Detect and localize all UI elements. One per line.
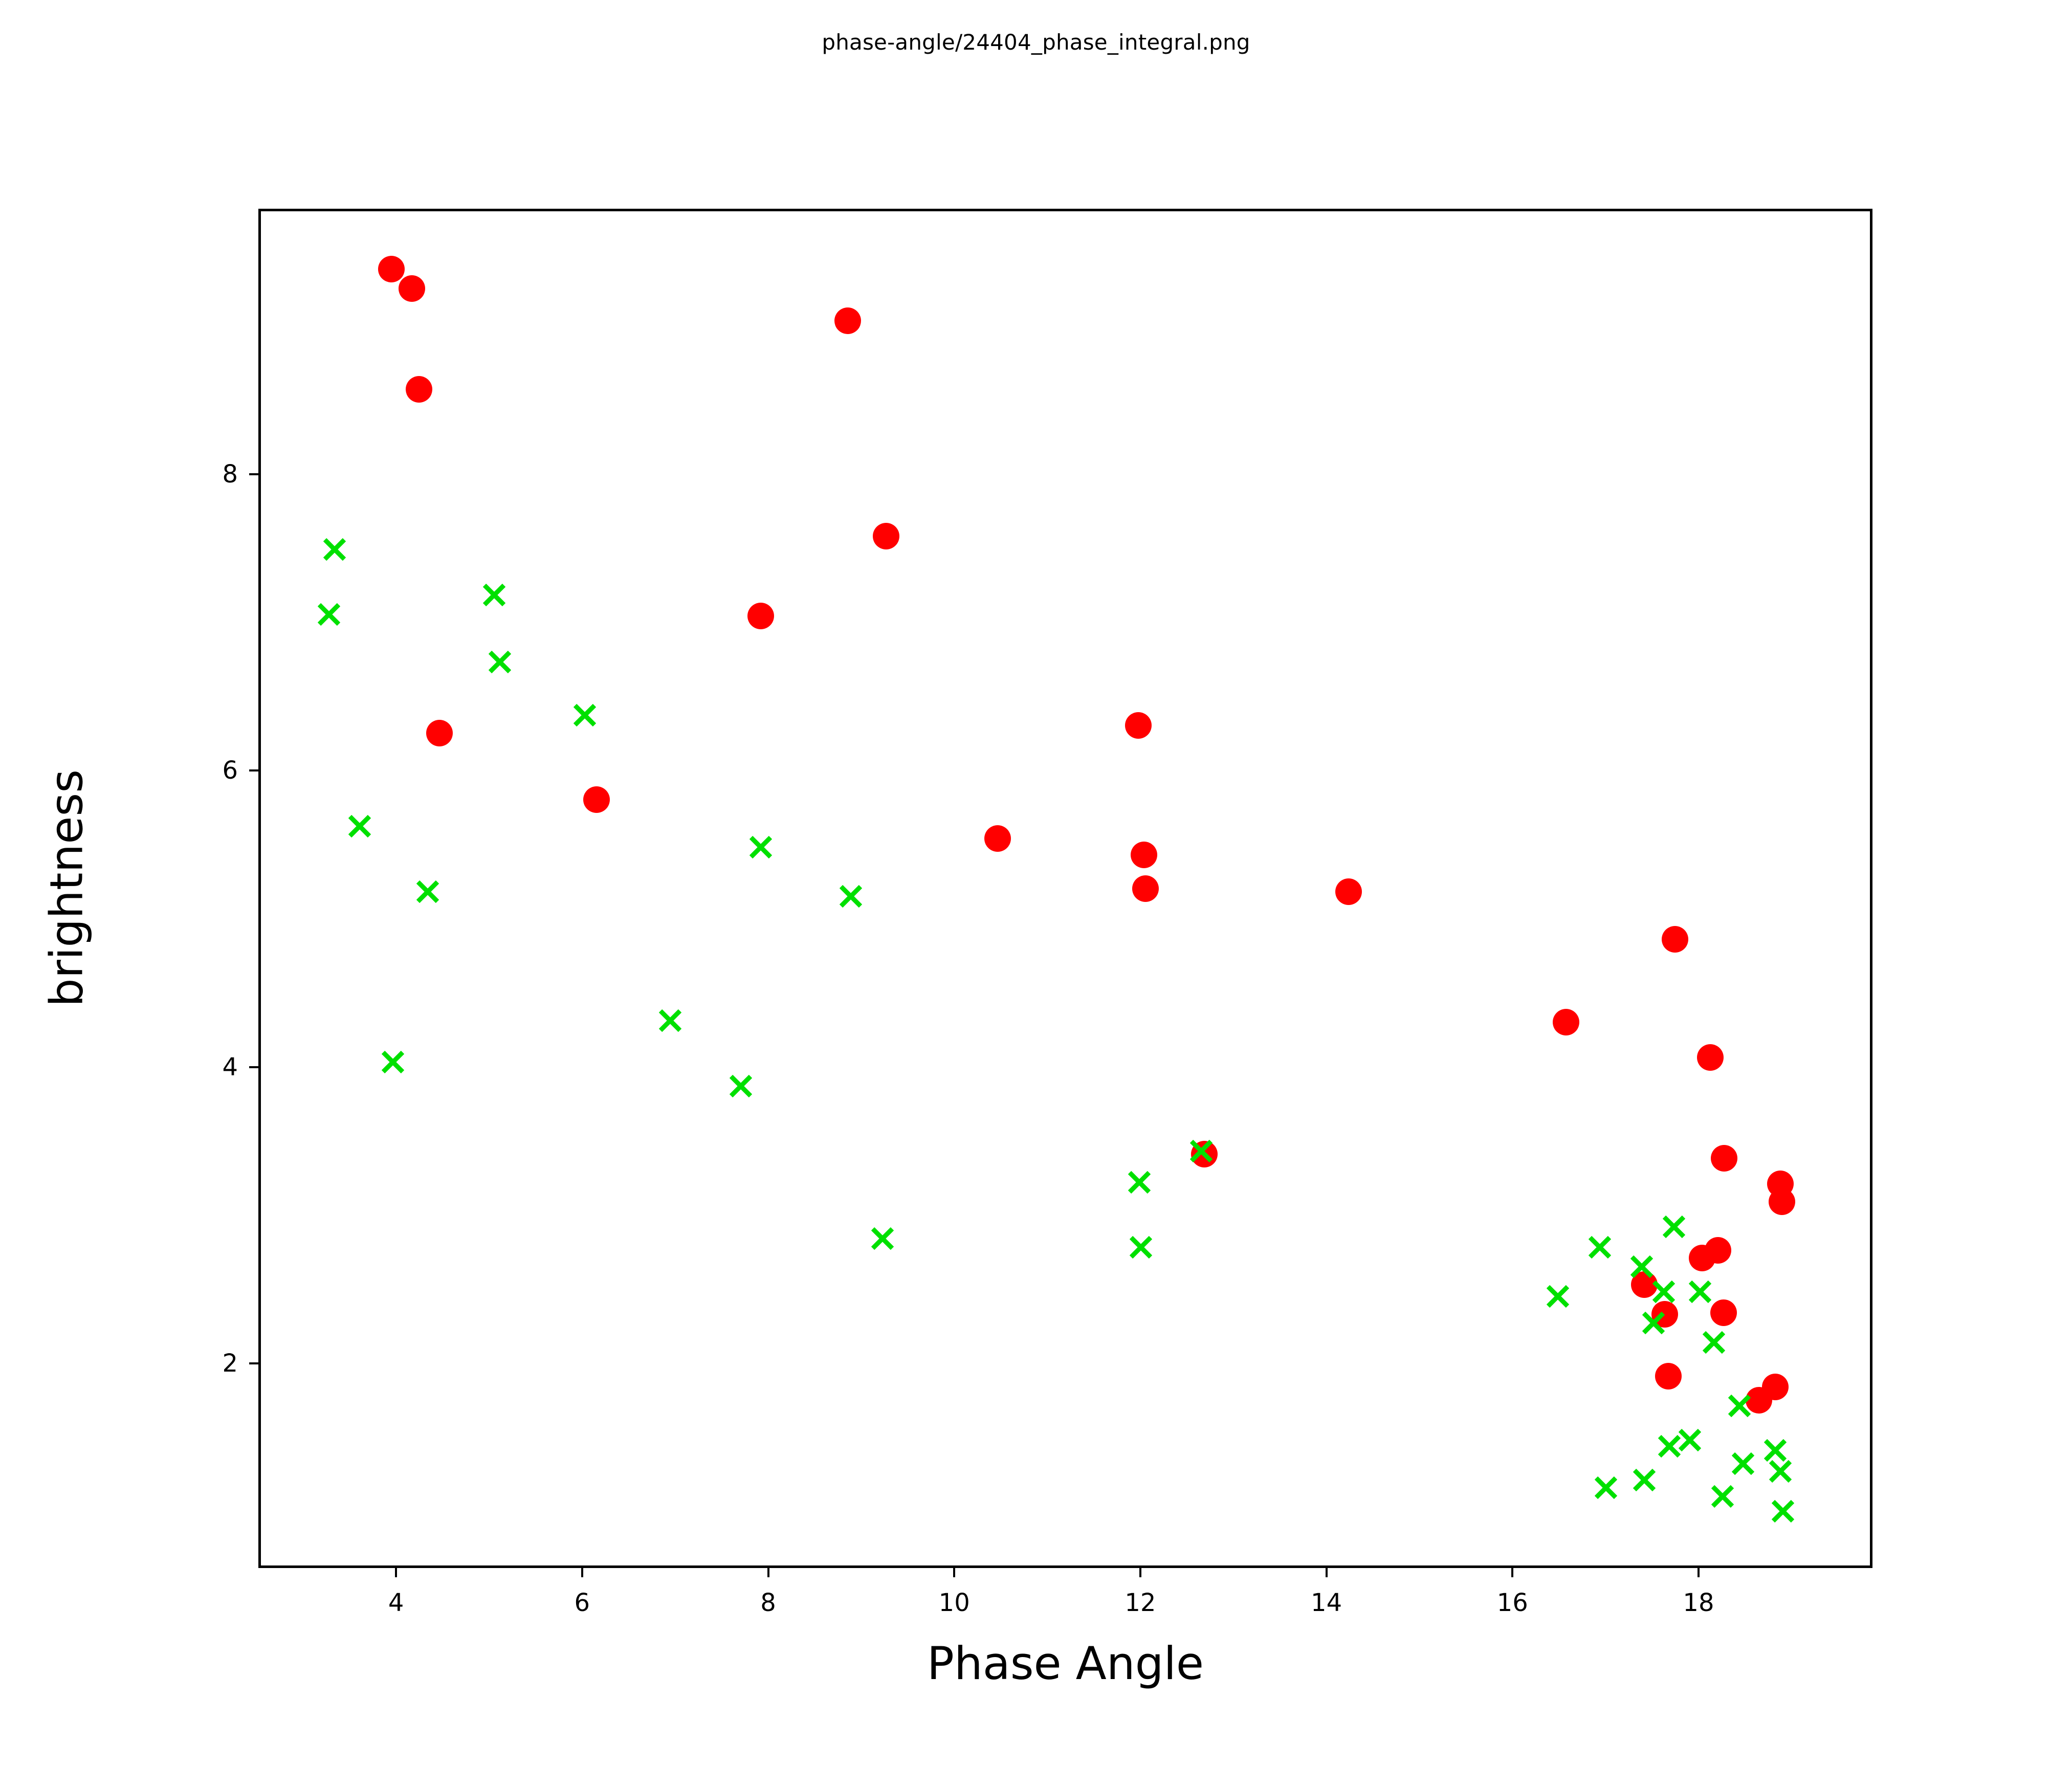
data-point-cross: [348, 815, 371, 838]
figure-title: phase-angle/24404_phase_integral.png: [822, 30, 1250, 55]
data-point-circle: [1655, 1363, 1682, 1390]
data-point-cross: [839, 885, 862, 908]
data-point-cross: [1689, 1281, 1712, 1304]
data-point-cross: [1769, 1460, 1792, 1483]
data-point-cross: [1595, 1476, 1618, 1499]
scatter-canvas: [261, 211, 1870, 1565]
y-tick-label: 2: [222, 1349, 238, 1378]
y-tick-mark: [249, 769, 258, 772]
data-point-cross: [1546, 1285, 1569, 1308]
plot-area: [258, 209, 1872, 1568]
data-point-cross: [489, 650, 512, 673]
data-point-cross: [1658, 1435, 1681, 1458]
data-point-circle: [1125, 712, 1152, 739]
x-tick-label: 10: [938, 1588, 970, 1617]
data-point-circle: [1662, 925, 1689, 953]
data-point-circle: [1553, 1008, 1580, 1035]
y-tick-mark: [249, 1362, 258, 1365]
data-point-cross: [323, 538, 346, 561]
data-point-cross: [1663, 1215, 1686, 1238]
data-point-circle: [583, 786, 610, 813]
y-axis-label: brightness: [40, 769, 93, 1007]
data-point-circle: [1769, 1188, 1796, 1215]
x-tick-mark: [953, 1568, 956, 1577]
data-point-cross: [382, 1051, 405, 1074]
data-point-circle: [378, 256, 405, 282]
y-tick-label: 4: [222, 1052, 238, 1082]
data-point-circle: [426, 719, 453, 746]
data-point-circle: [1132, 875, 1159, 902]
x-tick-label: 14: [1311, 1588, 1342, 1617]
data-point-circle: [398, 275, 425, 302]
data-point-cross: [1703, 1331, 1726, 1354]
data-point-cross: [730, 1074, 753, 1097]
data-point-cross: [1771, 1500, 1794, 1523]
data-point-circle: [406, 376, 433, 403]
x-tick-mark: [581, 1568, 583, 1577]
x-tick-mark: [1139, 1568, 1141, 1577]
data-point-cross: [1130, 1236, 1153, 1259]
y-tick-mark: [249, 473, 258, 475]
x-axis-label: Phase Angle: [927, 1637, 1204, 1690]
data-point-cross: [871, 1227, 894, 1250]
data-point-cross: [1764, 1439, 1787, 1462]
data-point-circle: [872, 522, 899, 549]
data-point-cross: [1642, 1312, 1665, 1335]
x-tick-label: 12: [1125, 1588, 1156, 1617]
x-tick-label: 6: [574, 1588, 590, 1617]
x-tick-mark: [767, 1568, 769, 1577]
data-point-circle: [1335, 878, 1362, 905]
data-point-cross: [749, 836, 772, 859]
x-tick-label: 4: [388, 1588, 404, 1617]
data-point-cross: [1711, 1485, 1734, 1508]
data-point-cross: [483, 584, 506, 607]
data-point-cross: [1588, 1236, 1611, 1259]
x-tick-label: 18: [1683, 1588, 1714, 1617]
data-point-circle: [1762, 1373, 1789, 1400]
x-tick-label: 16: [1496, 1588, 1528, 1617]
x-tick-label: 8: [760, 1588, 776, 1617]
x-tick-mark: [1511, 1568, 1514, 1577]
data-point-cross: [1630, 1255, 1653, 1278]
y-tick-label: 6: [222, 756, 238, 785]
x-tick-mark: [395, 1568, 398, 1577]
data-point-cross: [1679, 1429, 1702, 1452]
data-point-cross: [659, 1009, 682, 1032]
data-point-cross: [1190, 1140, 1213, 1162]
data-point-circle: [1130, 841, 1157, 868]
data-point-cross: [317, 603, 340, 626]
data-point-circle: [984, 825, 1011, 852]
x-tick-mark: [1325, 1568, 1328, 1577]
data-point-circle: [1710, 1299, 1737, 1326]
y-tick-label: 8: [222, 459, 238, 489]
data-point-circle: [747, 603, 774, 629]
data-point-cross: [1633, 1469, 1656, 1492]
data-point-circle: [1711, 1145, 1738, 1172]
data-point-cross: [1731, 1452, 1754, 1475]
data-point-cross: [416, 880, 439, 903]
data-point-cross: [1728, 1395, 1751, 1418]
data-point-cross: [1652, 1281, 1676, 1304]
data-point-cross: [573, 704, 596, 727]
data-point-circle: [834, 307, 862, 335]
x-tick-mark: [1697, 1568, 1700, 1577]
data-point-circle: [1704, 1237, 1731, 1264]
data-point-circle: [1697, 1044, 1724, 1071]
y-tick-mark: [249, 1066, 258, 1068]
data-point-cross: [1128, 1171, 1151, 1194]
